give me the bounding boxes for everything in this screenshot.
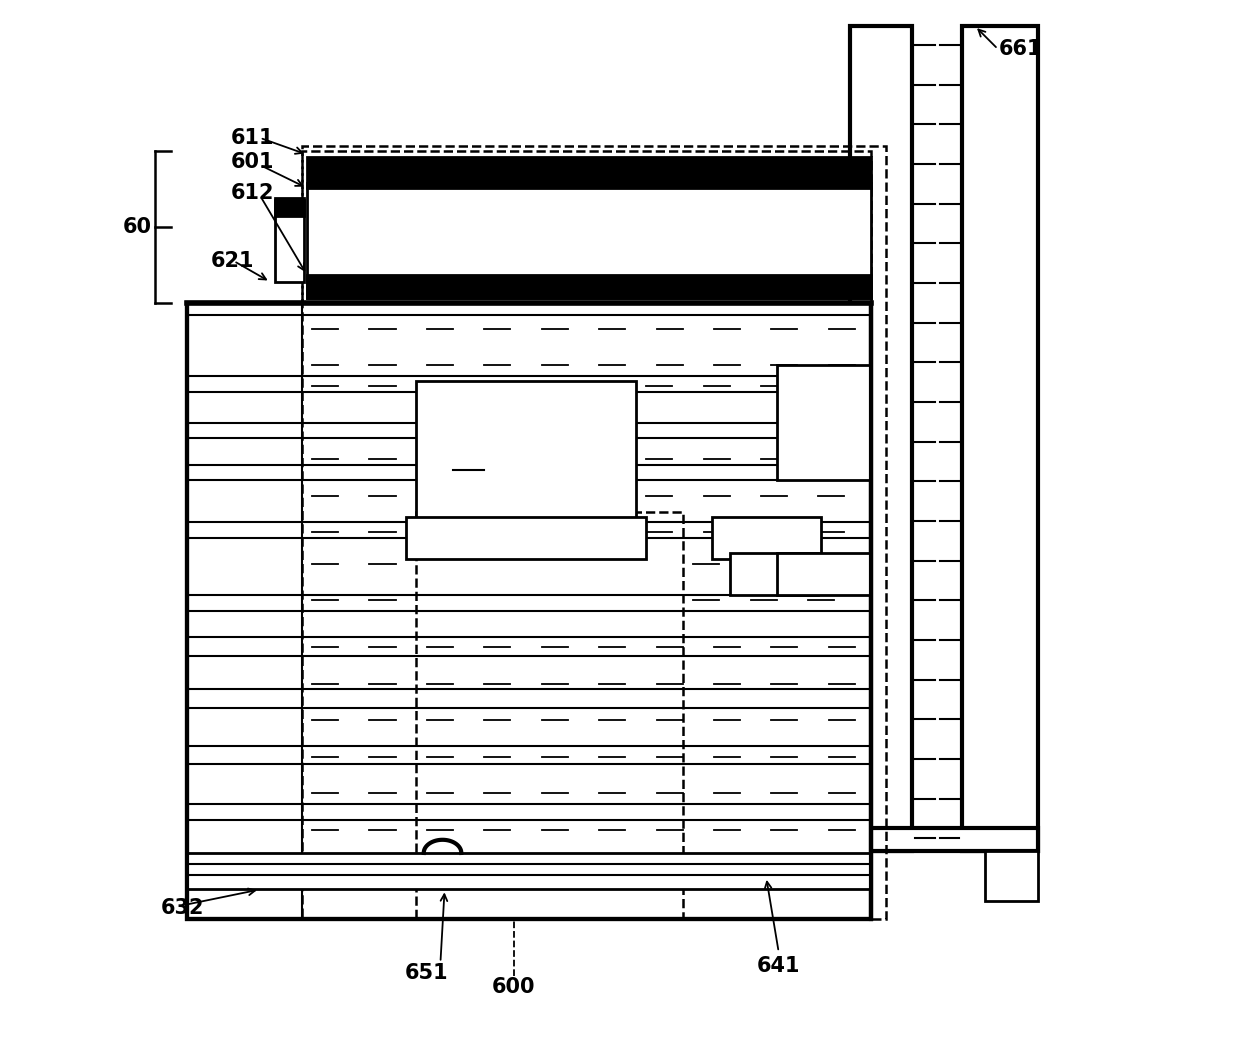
Bar bbox=[187, 853, 870, 889]
Bar bbox=[301, 146, 887, 919]
Bar bbox=[417, 381, 636, 522]
Bar bbox=[306, 157, 870, 188]
Bar bbox=[417, 512, 683, 919]
Text: 612: 612 bbox=[231, 183, 274, 204]
Text: 60: 60 bbox=[123, 217, 153, 237]
Text: 641: 641 bbox=[756, 955, 801, 976]
Bar bbox=[729, 553, 818, 595]
Text: 632: 632 bbox=[161, 898, 205, 919]
Bar bbox=[962, 26, 1038, 851]
Text: 600: 600 bbox=[492, 976, 536, 997]
Bar bbox=[405, 517, 646, 559]
Bar bbox=[776, 553, 870, 595]
Bar bbox=[275, 200, 304, 216]
Bar bbox=[187, 303, 870, 919]
Bar bbox=[187, 303, 870, 919]
Bar bbox=[275, 198, 304, 282]
Text: 621: 621 bbox=[211, 251, 254, 271]
Bar bbox=[849, 828, 1038, 851]
Text: 611: 611 bbox=[231, 127, 274, 148]
Bar bbox=[306, 275, 870, 298]
Bar bbox=[306, 183, 870, 298]
Bar bbox=[849, 26, 913, 851]
Bar bbox=[301, 151, 870, 303]
Text: 651: 651 bbox=[405, 963, 449, 983]
Bar bbox=[712, 517, 821, 559]
Text: 661: 661 bbox=[999, 39, 1043, 60]
Bar bbox=[985, 851, 1038, 901]
Text: 601: 601 bbox=[231, 151, 274, 172]
Text: 631: 631 bbox=[453, 451, 496, 472]
Bar bbox=[776, 365, 870, 480]
